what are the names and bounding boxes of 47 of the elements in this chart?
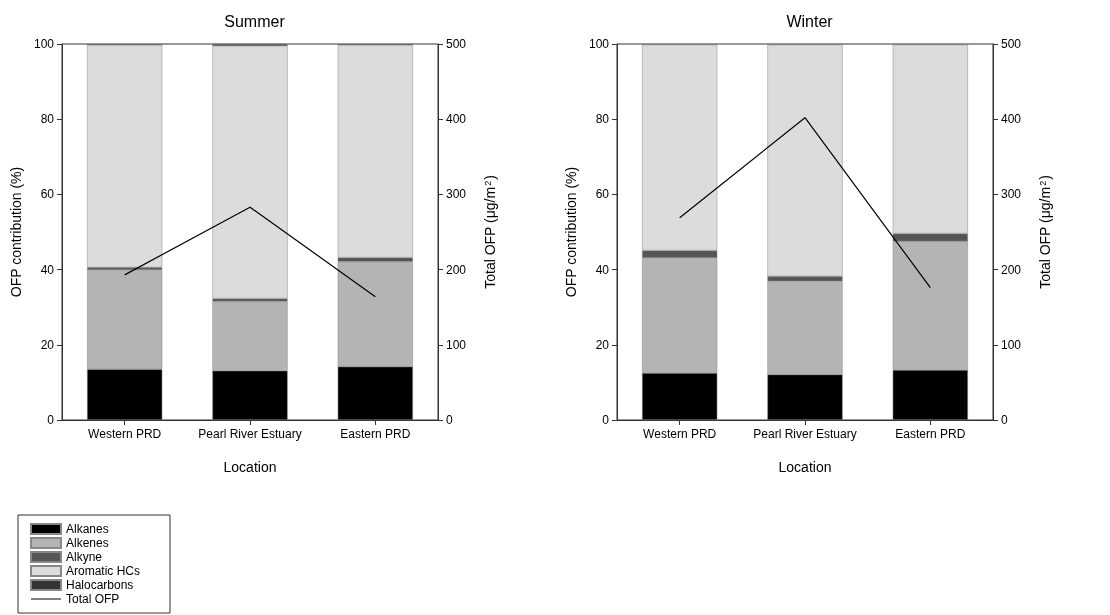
y2-axis-title: Total OFP (μg/m2) xyxy=(482,175,498,289)
y-tick-label: 20 xyxy=(595,337,610,352)
y-tick-label: 0 xyxy=(602,413,610,427)
x-tick-label: Pearl River Estuary xyxy=(198,427,302,441)
y-tick-label: 80 xyxy=(40,112,55,127)
y-tick-label: 100 xyxy=(588,37,610,51)
y-axis-title: OFP contribution (%) xyxy=(563,166,580,298)
x-tick-label: Eastern PRD xyxy=(340,427,411,441)
y2-tick-label: 100 xyxy=(1001,337,1022,352)
x-tick-label: Pearl River Estuary xyxy=(753,427,857,441)
x-axis-title: Location xyxy=(778,459,832,475)
bar xyxy=(87,45,163,268)
y-axis-title: OFP contribution (%) xyxy=(8,166,25,298)
legend-label: Total OFP xyxy=(66,592,120,606)
y-tick-label: 40 xyxy=(40,262,55,277)
y-tick-label: 40 xyxy=(595,262,610,277)
y2-tick-label: 200 xyxy=(446,262,467,277)
y2-tick-label: 400 xyxy=(1001,112,1022,127)
y-tick-label: 80 xyxy=(595,112,610,127)
bar xyxy=(212,45,288,299)
y-tick-label: 60 xyxy=(595,187,610,202)
legend-label: Alkanes xyxy=(66,522,109,536)
y2-tick-label: 300 xyxy=(1001,187,1022,202)
y2-tick-label: 100 xyxy=(446,337,467,352)
legend-label: Alkyne xyxy=(66,550,103,564)
legend-label: Halocarbons xyxy=(66,578,134,592)
x-tick-label: Western PRD xyxy=(643,427,717,441)
y2-axis-title: Total OFP (μg/m2) xyxy=(1037,175,1053,289)
bar xyxy=(337,45,413,258)
chart-title: Summer xyxy=(224,12,286,30)
x-tick-label: Eastern PRD xyxy=(895,427,966,441)
y2-tick-label: 0 xyxy=(1001,413,1008,427)
y-tick-label: 100 xyxy=(33,37,55,51)
y-tick-label: 20 xyxy=(40,337,55,352)
x-tick-label: Western PRD xyxy=(88,427,162,441)
y2-tick-label: 200 xyxy=(1001,262,1022,277)
y2-tick-label: 500 xyxy=(1001,37,1022,51)
y2-tick-label: 0 xyxy=(446,413,453,427)
legend-label: Alkenes xyxy=(66,536,109,550)
y2-tick-label: 400 xyxy=(446,112,467,127)
y2-tick-label: 300 xyxy=(446,187,467,202)
y-tick-label: 60 xyxy=(40,187,55,202)
y-tick-label: 0 xyxy=(47,413,55,427)
y2-tick-label: 500 xyxy=(446,37,467,51)
x-axis-title: Location xyxy=(223,459,277,475)
legend-label: Aromatic HCs xyxy=(66,564,141,578)
chart-title: Winter xyxy=(786,12,834,30)
